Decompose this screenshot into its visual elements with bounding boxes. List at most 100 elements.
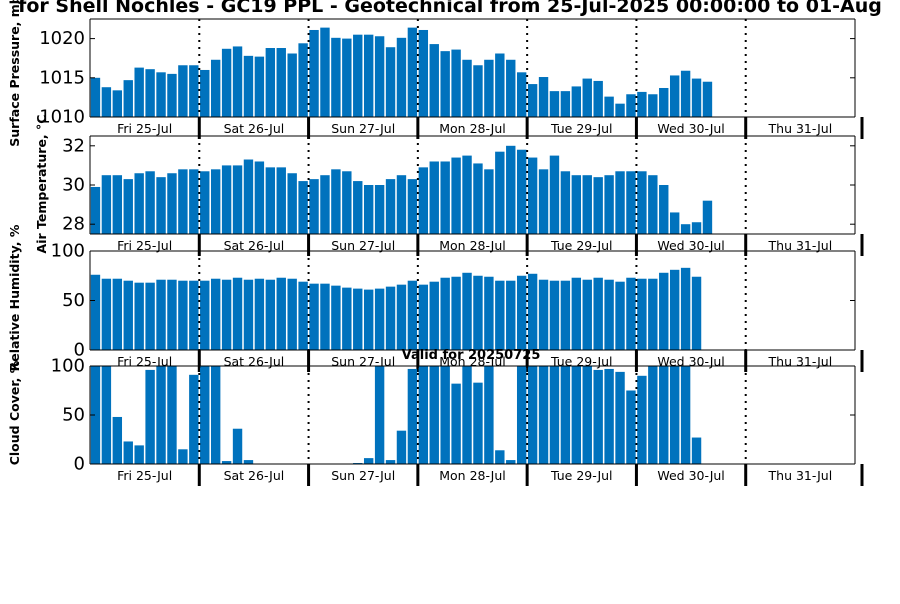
- bar: [527, 366, 538, 464]
- x-day-label: Tue 29-Jul: [550, 354, 613, 369]
- bar: [276, 48, 286, 118]
- panel-2: 28 30 32 Fri 25-Jul Sat 26-Jul Sun 27-Jul Mon …: [34, 115, 864, 256]
- bar: [538, 77, 549, 117]
- x-day-label: Sat 26-Jul: [224, 468, 285, 483]
- bar: [396, 430, 407, 464]
- bar: [484, 169, 494, 234]
- bar: [112, 90, 123, 117]
- bar: [582, 279, 592, 350]
- bar: [167, 73, 177, 117]
- bar: [604, 279, 614, 350]
- bar: [429, 281, 439, 350]
- bar: [593, 177, 603, 234]
- bar: [593, 80, 603, 117]
- x-day-label: Thu 31-Jul: [768, 468, 833, 483]
- bar: [626, 277, 636, 350]
- bar: [506, 59, 516, 117]
- x-day-label: Sat 26-Jul: [224, 354, 285, 369]
- bar: [243, 55, 254, 117]
- bar: [156, 279, 166, 350]
- panel-3: 0 50 100 Fri 25-Jul Sat 26-Jul Sun 27-Jul Mon …: [7, 224, 864, 372]
- bar: [200, 366, 210, 464]
- bar: [178, 169, 188, 234]
- y-tick-label: 30: [62, 175, 85, 196]
- bar: [189, 169, 199, 234]
- bar: [659, 272, 669, 350]
- y-tick-label: 0: [74, 340, 85, 361]
- y-tick-label: 1015: [39, 67, 85, 88]
- bar: [331, 285, 341, 350]
- bar: [385, 460, 396, 464]
- bar: [374, 288, 385, 350]
- x-day-label: Wed 30-Jul: [657, 238, 724, 253]
- bar: [451, 49, 461, 117]
- bar: [320, 27, 330, 117]
- bar: [221, 48, 232, 117]
- bar: [549, 155, 560, 234]
- bar: [571, 86, 582, 117]
- bar: [342, 171, 352, 234]
- bar: [232, 277, 243, 350]
- bar: [145, 369, 155, 464]
- bar: [309, 29, 319, 118]
- bar: [451, 383, 461, 464]
- bar: [418, 284, 429, 350]
- bar: [604, 96, 614, 117]
- x-day-label: Thu 31-Jul: [768, 121, 833, 136]
- bar: [527, 157, 538, 234]
- bar: [385, 286, 396, 350]
- bar: [440, 277, 450, 350]
- bar: [691, 276, 702, 350]
- x-day-label: Wed 30-Jul: [657, 468, 724, 483]
- bar: [462, 272, 472, 350]
- bar: [243, 460, 254, 464]
- bar: [123, 441, 133, 464]
- bar: [680, 70, 691, 117]
- bar: [101, 175, 112, 234]
- bar: [243, 159, 254, 234]
- y-axis-label: Relative Humidity, %: [7, 224, 22, 371]
- y-tick-label: 50: [62, 405, 85, 426]
- bar: [112, 416, 123, 464]
- bar: [407, 280, 418, 350]
- bar: [123, 179, 133, 234]
- x-day-label: Mon 28-Jul: [439, 354, 506, 369]
- y-tick-label: 100: [51, 356, 85, 377]
- bar: [691, 437, 702, 464]
- bar: [407, 368, 418, 464]
- bar: [342, 287, 352, 350]
- bar: [385, 179, 396, 234]
- bar: [495, 53, 505, 117]
- bar: [669, 75, 680, 117]
- chart-title: for Shell Nochles - GC19 PPL - Geotechni…: [18, 0, 882, 17]
- bar: [243, 279, 254, 350]
- bar: [167, 366, 177, 464]
- bar: [571, 366, 582, 464]
- bar: [90, 186, 101, 234]
- bar: [156, 177, 166, 234]
- bar: [189, 280, 199, 350]
- bar: [232, 46, 243, 117]
- y-tick-label: 100: [51, 241, 85, 262]
- bar: [418, 167, 429, 234]
- bar: [516, 72, 527, 117]
- bar: [254, 161, 265, 234]
- bar: [396, 175, 407, 234]
- x-day-label: Thu 31-Jul: [768, 354, 833, 369]
- bar: [506, 460, 516, 464]
- y-tick-label: 32: [62, 135, 85, 156]
- bar: [626, 390, 636, 464]
- bar: [134, 67, 144, 117]
- bar: [265, 48, 276, 118]
- bar: [669, 269, 680, 350]
- bar: [615, 281, 625, 350]
- bar: [473, 382, 483, 464]
- bar: [691, 78, 702, 117]
- bar: [615, 171, 625, 234]
- bar: [462, 155, 472, 234]
- x-day-label: Tue 29-Jul: [550, 468, 613, 483]
- y-axis-label: Surface Pressure, mb: [7, 0, 22, 147]
- bar: [90, 366, 101, 464]
- bar: [626, 171, 636, 234]
